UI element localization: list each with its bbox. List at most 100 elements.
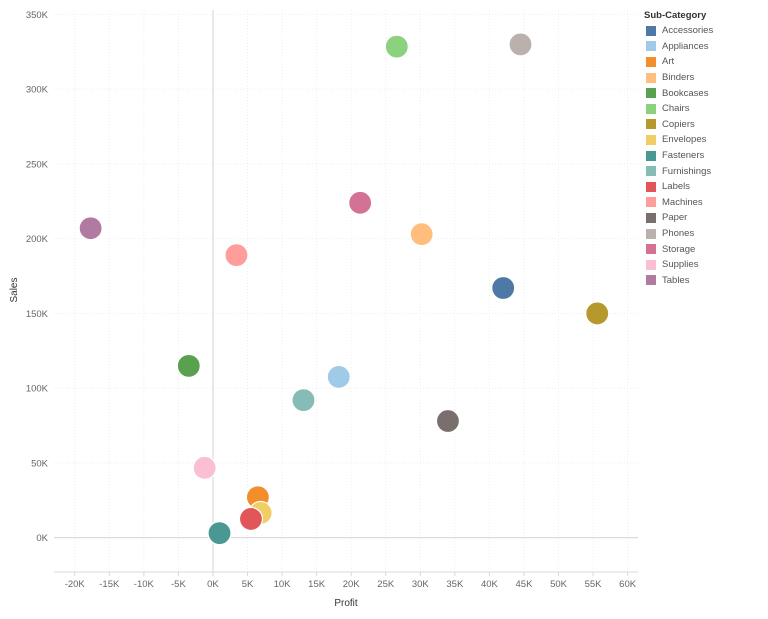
legend-item-binders[interactable]: Binders [644, 70, 762, 86]
legend-label: Machines [662, 196, 703, 208]
y-axis-ticks: 0K 50K 100K 150K 200K 250K 300K 350K [26, 10, 49, 544]
legend-swatch [646, 228, 656, 239]
legend-item-copiers[interactable]: Copiers [644, 117, 762, 133]
x-tick-label: -5K [171, 579, 186, 590]
legend-swatch [646, 25, 656, 36]
x-tick-label: 10K [274, 579, 292, 590]
legend-label: Binders [662, 72, 695, 84]
legend-label: Paper [662, 212, 688, 224]
x-tick-label: 50K [550, 579, 568, 590]
legend-swatch [646, 259, 656, 270]
data-point-appliances[interactable] [326, 364, 351, 390]
legend-title: Sub-Category [644, 10, 707, 21]
legend-item-supplies[interactable]: Supplies [644, 257, 762, 273]
legend-item-machines[interactable]: Machines [644, 195, 762, 211]
y-tick-label: 250K [26, 159, 49, 170]
y-tick-label: 300K [26, 85, 49, 96]
data-points [78, 32, 610, 546]
legend-item-storage[interactable]: Storage [644, 241, 762, 257]
legend-label: Chairs [662, 103, 690, 115]
y-tick-label: 0K [36, 533, 48, 544]
legend-item-accessories[interactable]: Accessories [644, 23, 762, 39]
legend-label: Phones [662, 228, 695, 240]
legend: Sub-Category Accessories Appliances Art Bin… [644, 9, 762, 288]
x-tick-label: 35K [446, 579, 464, 590]
legend-item-paper[interactable]: Paper [644, 210, 762, 226]
x-tick-label: 40K [481, 579, 499, 590]
data-point-tables[interactable] [78, 216, 103, 241]
legend-label: Bookcases [662, 87, 709, 99]
x-tick-label: 30K [412, 579, 430, 590]
data-point-chairs[interactable] [384, 34, 409, 59]
x-axis-ticks: -20K -15K -10K -5K 0K 5K 10K 15K 20K 25K 30K 35K 40K… [65, 572, 637, 590]
legend-label: Envelopes [662, 134, 707, 146]
data-point-accessories[interactable] [491, 275, 516, 301]
y-tick-label: 350K [26, 10, 49, 21]
legend-item-furnishings[interactable]: Furnishings [644, 163, 762, 179]
y-axis-title: Sales [9, 277, 20, 302]
x-tick-label: 45K [516, 579, 534, 590]
data-point-phones[interactable] [508, 32, 533, 57]
legend-swatch [646, 212, 656, 223]
x-axis-title: Profit [334, 598, 358, 609]
x-tick-label: 60K [619, 579, 637, 590]
legend-swatch [646, 244, 656, 255]
legend-swatch [646, 56, 656, 67]
legend-swatch [646, 119, 656, 130]
legend-swatch [646, 150, 656, 161]
x-tick-label: 15K [308, 579, 326, 590]
legend-swatch [646, 197, 656, 208]
data-point-labels[interactable] [238, 506, 264, 532]
data-point-furnishings[interactable] [291, 388, 316, 413]
y-tick-label: 100K [26, 384, 49, 395]
legend-label: Accessories [662, 25, 714, 37]
y-tick-label: 200K [26, 234, 49, 245]
legend-label: Copiers [662, 118, 695, 130]
data-point-storage[interactable] [348, 190, 373, 215]
x-tick-label: 55K [585, 579, 603, 590]
data-point-paper[interactable] [435, 408, 461, 434]
legend-swatch [646, 275, 656, 286]
data-point-supplies[interactable] [192, 455, 217, 480]
data-point-fasteners[interactable] [207, 521, 232, 546]
legend-label: Fasteners [662, 150, 705, 162]
y-tick-label: 50K [31, 458, 49, 469]
legend-item-labels[interactable]: Labels [644, 179, 762, 195]
legend-swatch [646, 166, 656, 177]
y-tick-label: 150K [26, 309, 49, 320]
data-point-copiers[interactable] [585, 301, 610, 326]
legend-swatch [646, 72, 656, 83]
legend-item-phones[interactable]: Phones [644, 226, 762, 242]
legend-swatch [646, 88, 656, 99]
x-tick-label: 20K [343, 579, 361, 590]
legend-item-art[interactable]: Art [644, 54, 762, 70]
x-tick-label: -10K [134, 579, 155, 590]
legend-swatch [646, 134, 656, 145]
legend-label: Supplies [662, 259, 699, 271]
data-point-machines[interactable] [224, 243, 249, 268]
legend-item-envelopes[interactable]: Envelopes [644, 132, 762, 148]
legend-item-tables[interactable]: Tables [644, 273, 762, 289]
legend-label: Appliances [662, 40, 709, 52]
legend-swatch [646, 103, 656, 114]
legend-items: Accessories Appliances Art Binders Bookcases… [644, 23, 762, 288]
legend-label: Furnishings [662, 165, 712, 177]
legend-item-fasteners[interactable]: Fasteners [644, 148, 762, 164]
x-tick-label: 0K [207, 579, 219, 590]
legend-item-chairs[interactable]: Chairs [644, 101, 762, 117]
grid [54, 10, 638, 572]
x-tick-label: -15K [99, 579, 120, 590]
legend-swatch [646, 41, 656, 52]
data-point-binders[interactable] [409, 222, 434, 247]
legend-label: Art [662, 56, 675, 68]
legend-item-appliances[interactable]: Appliances [644, 39, 762, 55]
legend-label: Labels [662, 181, 690, 193]
x-tick-label: -20K [65, 579, 86, 590]
legend-item-bookcases[interactable]: Bookcases [644, 85, 762, 101]
zero-lines [54, 10, 638, 572]
data-point-bookcases[interactable] [176, 353, 201, 378]
x-tick-label: 5K [242, 579, 254, 590]
legend-label: Tables [662, 274, 690, 286]
legend-swatch [646, 181, 656, 192]
